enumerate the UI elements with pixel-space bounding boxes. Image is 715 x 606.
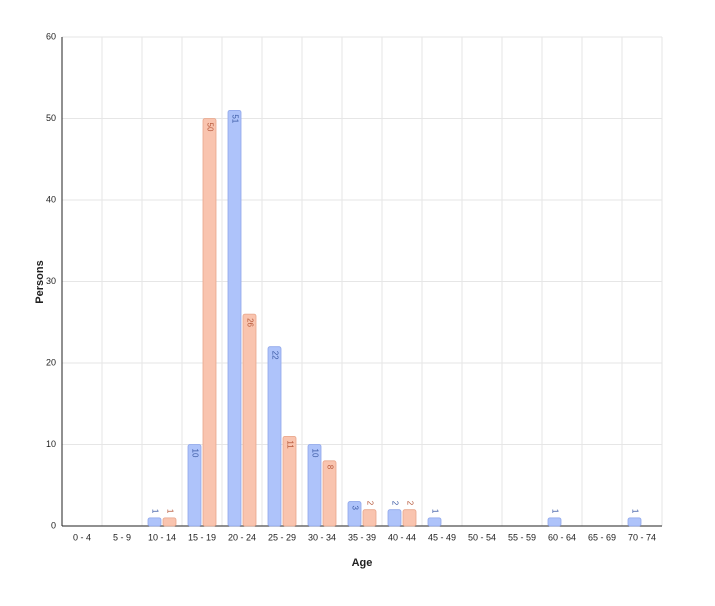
bar (147, 517, 162, 527)
data-label: 8 (325, 465, 334, 470)
data-label: 3 (350, 506, 359, 511)
y-tick-label: 20 (46, 357, 56, 367)
data-label: 26 (245, 318, 254, 327)
x-tick-label: 35 - 39 (348, 532, 376, 542)
data-label: 1 (150, 509, 159, 514)
y-tick-label: 40 (46, 194, 56, 204)
y-axis-title: Persons (34, 260, 46, 303)
data-label: 11 (285, 440, 294, 449)
bar (427, 517, 442, 527)
x-tick-label: 45 - 49 (428, 532, 456, 542)
bar (162, 517, 177, 527)
y-tick-label: 0 (51, 520, 56, 530)
bar (187, 444, 202, 527)
x-tick-label: 40 - 44 (388, 532, 416, 542)
bar (547, 517, 562, 527)
bar (322, 460, 337, 527)
data-label: 1 (630, 509, 639, 514)
bar (282, 435, 297, 527)
bar (387, 509, 402, 527)
y-tick-label: 60 (46, 31, 56, 41)
x-tick-label: 10 - 14 (148, 532, 176, 542)
x-tick-label: 60 - 64 (548, 532, 576, 542)
x-tick-label: 15 - 19 (188, 532, 216, 542)
x-tick-label: 55 - 59 (508, 532, 536, 542)
bar (347, 501, 362, 527)
y-tick-label: 50 (46, 113, 56, 123)
y-tick-label: 30 (46, 276, 56, 286)
data-label: 2 (390, 501, 399, 506)
bar (362, 509, 377, 527)
data-label: 1 (430, 509, 439, 514)
x-tick-label: 50 - 54 (468, 532, 496, 542)
x-tick-label: 20 - 24 (228, 532, 256, 542)
bar (402, 509, 417, 527)
data-label: 1 (550, 509, 559, 514)
data-label: 22 (270, 351, 279, 360)
bar (307, 444, 322, 527)
data-label: 2 (405, 501, 414, 506)
data-label: 2 (365, 501, 374, 506)
bar (227, 109, 242, 527)
data-label: 50 (205, 123, 214, 132)
y-tick-label: 10 (46, 439, 56, 449)
bar (627, 517, 642, 527)
bar (267, 346, 282, 527)
x-tick-label: 65 - 69 (588, 532, 616, 542)
x-axis-title: Age (352, 557, 373, 569)
x-tick-label: 25 - 29 (268, 532, 296, 542)
data-label: 10 (190, 449, 199, 458)
data-label: 1 (165, 509, 174, 514)
bar (202, 118, 217, 527)
x-tick-label: 70 - 74 (628, 532, 656, 542)
x-tick-label: 0 - 4 (73, 532, 91, 542)
data-label: 51 (230, 114, 239, 123)
x-tick-label: 30 - 34 (308, 532, 336, 542)
data-label: 10 (310, 449, 319, 458)
bar (242, 313, 257, 527)
x-tick-label: 5 - 9 (113, 532, 131, 542)
